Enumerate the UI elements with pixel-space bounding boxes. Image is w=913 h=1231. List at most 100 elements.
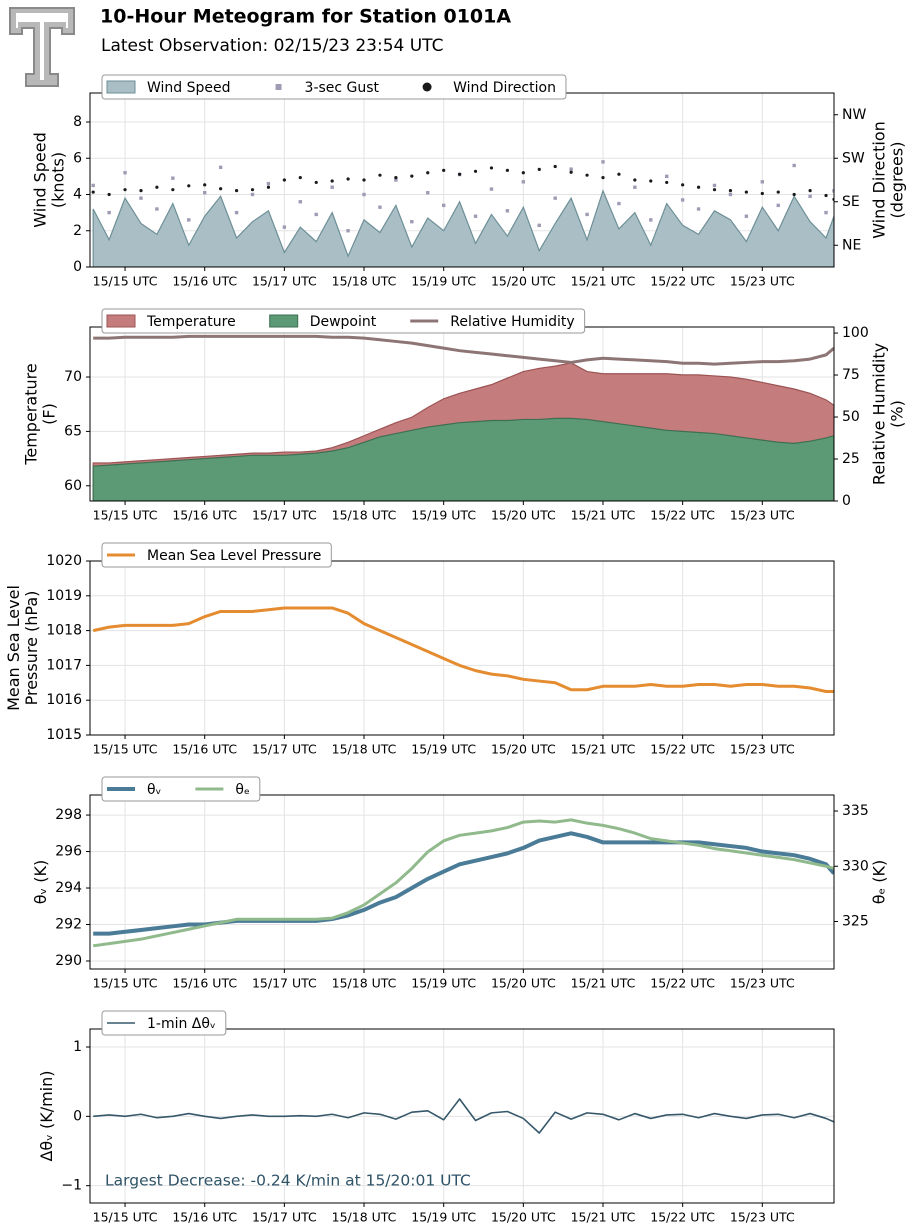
marker [219,187,223,191]
marker [330,179,334,183]
marker [107,210,111,215]
logo [9,7,75,87]
x-tick-label: 15/19 UTC [411,742,476,757]
legend-label: Temperature [146,314,236,330]
marker [569,167,573,171]
marker [234,189,239,193]
marker [314,212,318,217]
x-tick-label: 15/16 UTC [172,976,237,991]
y-tick-label: 1020 [46,553,82,569]
y2-axis-label: (degrees) [888,142,907,219]
x-tick-label: 15/20 UTC [491,1210,556,1225]
legend-label: θᵥ [147,782,161,798]
x-tick-label: 15/15 UTC [93,1210,158,1225]
legend-label: Wind Direction [453,80,556,96]
x-tick-label: 15/22 UTC [650,274,715,289]
legend-box [101,542,332,568]
marker [489,166,494,170]
y-axis-label: Temperature [22,363,41,465]
marker [617,201,621,206]
panel: 15/15 UTC 15/16 UTC 15/17 UTC 15/18 UTC 15/1… [31,776,889,991]
y-tick-label: 298 [55,807,82,823]
y-axis-label: (knots) [49,152,68,208]
marker [696,185,701,189]
x-tick-label: 15/21 UTC [571,508,636,523]
marker [394,178,398,182]
y-tick-label: 296 [55,844,82,860]
marker [139,196,143,200]
x-tick-label: 15/18 UTC [332,1210,397,1225]
marker [394,175,398,180]
marker [760,180,765,184]
panel: 15/15 UTC 15/16 UTC 15/17 UTC 15/18 UTC 15/1… [37,1010,835,1225]
marker [330,185,334,189]
marker [776,190,780,194]
marker [298,200,302,204]
marker [553,196,557,200]
legend-swatch [422,82,432,92]
x-tick-label: 15/23 UTC [730,976,795,991]
x-tick-label: 15/17 UTC [252,274,317,289]
marker [458,172,462,176]
marker [712,183,717,188]
line [93,1098,834,1134]
y2-tick-label: 330 [842,858,869,874]
y-tick-label: 1015 [46,727,82,743]
marker [744,214,749,218]
y2-tick-label: 25 [842,451,860,467]
y2-tick-label: SE [842,194,860,210]
x-tick-label: 15/18 UTC [332,274,397,289]
legend-swatch [275,84,282,90]
annotation: Largest Decrease: -0.24 K/min at 15/20:0… [105,1172,471,1190]
marker [187,218,191,222]
area [92,417,834,501]
title: 10-Hour Meteogram for Station 0101A [100,6,511,28]
legend: 1-min Δθᵥ [101,1010,227,1036]
marker [728,189,733,193]
marker [696,207,701,211]
x-tick-label: 15/17 UTC [252,1210,317,1225]
y-tick-label: 1 [73,1039,82,1055]
marker [792,163,796,168]
marker [832,189,834,193]
panel: 15/15 UTC 15/16 UTC 15/17 UTC 15/18 UTC 15/1… [31,74,907,289]
y-axis-label: Pressure (hPa) [22,591,41,706]
x-tick-label: 15/20 UTC [491,274,556,289]
y-tick-label: 4 [73,187,82,203]
y-tick-label: 1019 [46,588,82,604]
marker [633,178,637,182]
legend-label: Dewpoint [310,314,377,330]
x-tick-label: 15/19 UTC [411,976,476,991]
marker [489,187,494,191]
x-tick-label: 15/16 UTC [172,508,237,523]
y-tick-label: 294 [55,880,82,896]
x-tick-label: 15/22 UTC [650,742,715,757]
legend-box [101,776,261,802]
y-tick-label: 290 [55,953,82,969]
x-tick-label: 15/20 UTC [491,976,556,991]
y2-tick-label: 75 [842,367,860,383]
marker [681,183,685,187]
legend-box [101,74,567,100]
marker [792,192,796,197]
marker [473,169,478,173]
y-axis-label: Mean Sea Level [4,585,23,711]
marker [250,192,255,197]
marker [426,171,430,175]
marker [473,214,478,218]
x-tick-label: 15/22 UTC [650,508,715,523]
plot-area [92,818,834,948]
marker [665,180,669,185]
legend-box [101,1010,227,1036]
marker [808,194,812,199]
plot-area [92,606,834,693]
marker [601,175,605,180]
line [93,334,834,366]
marker [585,173,589,177]
x-tick-label: 15/20 UTC [491,742,556,757]
marker [521,180,526,184]
x-tick-label: 15/16 UTC [172,742,237,757]
marker [266,181,271,186]
x-tick-label: 15/17 UTC [252,976,317,991]
marker [282,178,286,182]
